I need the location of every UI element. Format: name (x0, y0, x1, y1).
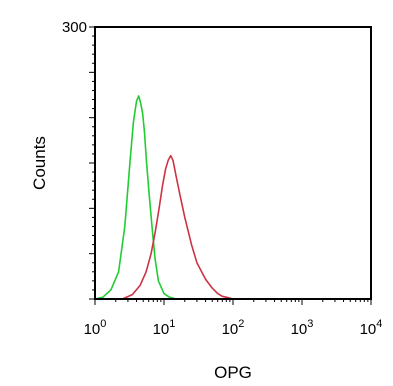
y-tick-labels: 300 (62, 19, 87, 36)
plot-frame (94, 26, 372, 300)
y-minor-ticks (89, 26, 95, 300)
y-axis-label: Counts (30, 136, 49, 190)
series-line-2 (122, 154, 234, 300)
x-tick-label: 100 (84, 318, 107, 338)
x-tick-label: 104 (360, 318, 383, 338)
x-minor-ticks (94, 299, 372, 305)
x-tick-label: 101 (153, 318, 176, 338)
series-line-1 (94, 95, 185, 300)
x-axis-label: OPG (214, 363, 252, 382)
y-tick-label: 300 (62, 19, 87, 36)
x-tick-label: 103 (291, 318, 314, 338)
x-tick-labels: 100 101 102 103 104 (84, 318, 383, 338)
x-tick-label: 102 (222, 318, 245, 338)
series-layer (94, 95, 234, 300)
